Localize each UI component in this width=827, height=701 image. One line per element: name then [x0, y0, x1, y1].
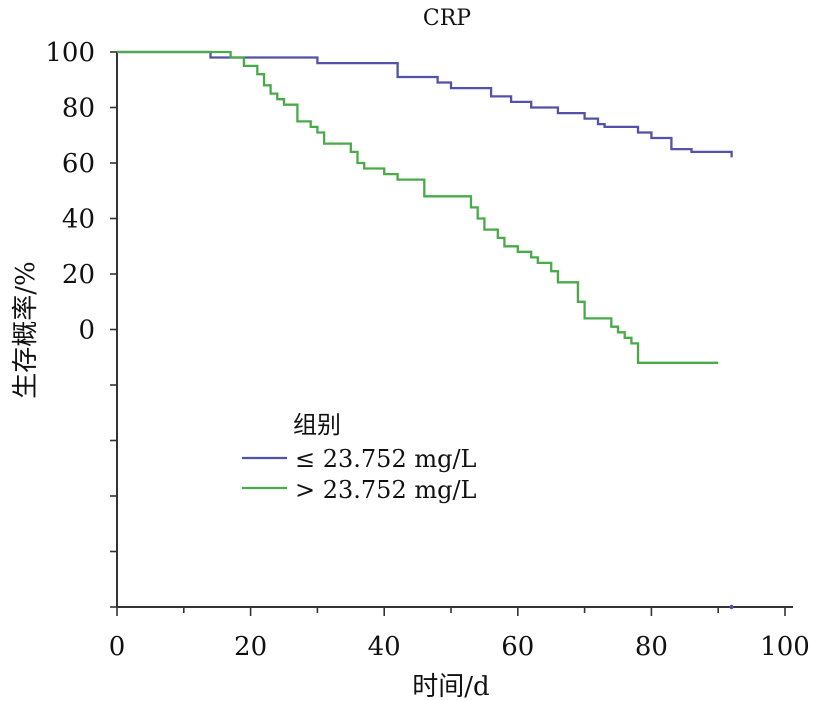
x-tick-label: 60: [501, 632, 534, 662]
legend-label-high: > 23.752 mg/L: [295, 476, 477, 504]
series-layer: [117, 50, 734, 610]
series-line-high-crp: [117, 50, 719, 364]
y-tick-label: 40: [62, 205, 95, 235]
x-tick-label: 20: [234, 632, 267, 662]
censor-marker: [729, 604, 734, 610]
x-tick-label: 100: [760, 632, 810, 662]
y-tick-label: 80: [62, 94, 95, 124]
y-axis-label: 生存概率/%: [11, 261, 41, 398]
x-tick-label: 0: [109, 632, 126, 662]
legend-title: 组别: [293, 411, 341, 439]
legend: 组别 ≤ 23.752 mg/L > 23.752 mg/L: [242, 411, 477, 504]
y-tick-label: 60: [62, 149, 95, 179]
y-tick-label: 0: [78, 316, 95, 346]
legend-label-low: ≤ 23.752 mg/L: [295, 445, 477, 473]
series-line-low-crp: [117, 50, 733, 158]
chart-title: CRP: [423, 6, 471, 31]
axes: 0 20 40 60 80 100 100 80 60 40 20 0: [45, 38, 809, 662]
x-tick-label: 40: [368, 632, 401, 662]
y-tick-label: 20: [62, 260, 95, 290]
x-tick-label: 80: [635, 632, 668, 662]
y-tick-label: 100: [45, 38, 95, 68]
x-axis-label: 时间/d: [412, 672, 489, 701]
